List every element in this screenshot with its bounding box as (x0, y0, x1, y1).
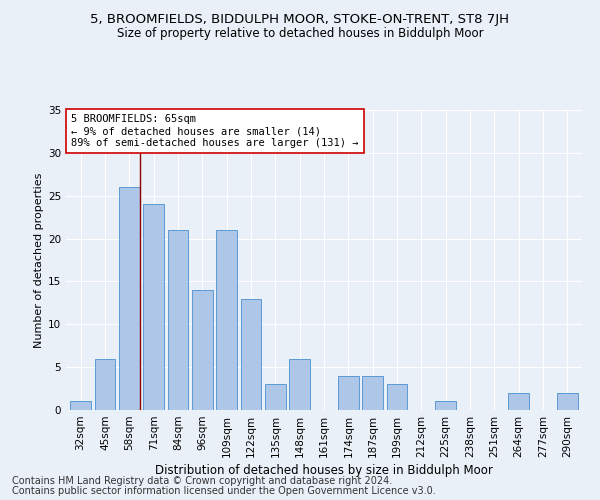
Bar (143, 204, 164, 410)
Text: 5, BROOMFIELDS, BIDDULPH MOOR, STOKE-ON-TRENT, ST8 7JH: 5, BROOMFIELDS, BIDDULPH MOOR, STOKE-ON-… (91, 12, 509, 26)
Bar (265, 384, 286, 410)
Text: Contains HM Land Registry data © Crown copyright and database right 2024.: Contains HM Land Registry data © Crown c… (12, 476, 392, 486)
Bar (557, 393, 578, 410)
Y-axis label: Number of detached properties: Number of detached properties (34, 172, 44, 348)
Text: 5 BROOMFIELDS: 65sqm
← 9% of detached houses are smaller (14)
89% of semi-detach: 5 BROOMFIELDS: 65sqm ← 9% of detached ho… (71, 114, 359, 148)
X-axis label: Distribution of detached houses by size in Biddulph Moor: Distribution of detached houses by size … (155, 464, 493, 477)
Bar (216, 230, 237, 410)
Bar (95, 358, 115, 410)
Bar (119, 187, 140, 410)
Bar (167, 230, 188, 410)
Bar (192, 290, 212, 410)
Bar (436, 402, 456, 410)
Bar (362, 376, 383, 410)
Bar (289, 358, 310, 410)
Text: Contains public sector information licensed under the Open Government Licence v3: Contains public sector information licen… (12, 486, 436, 496)
Bar (70, 402, 91, 410)
Bar (241, 298, 262, 410)
Text: Size of property relative to detached houses in Biddulph Moor: Size of property relative to detached ho… (116, 28, 484, 40)
Bar (338, 376, 359, 410)
Bar (386, 384, 407, 410)
Bar (508, 393, 529, 410)
